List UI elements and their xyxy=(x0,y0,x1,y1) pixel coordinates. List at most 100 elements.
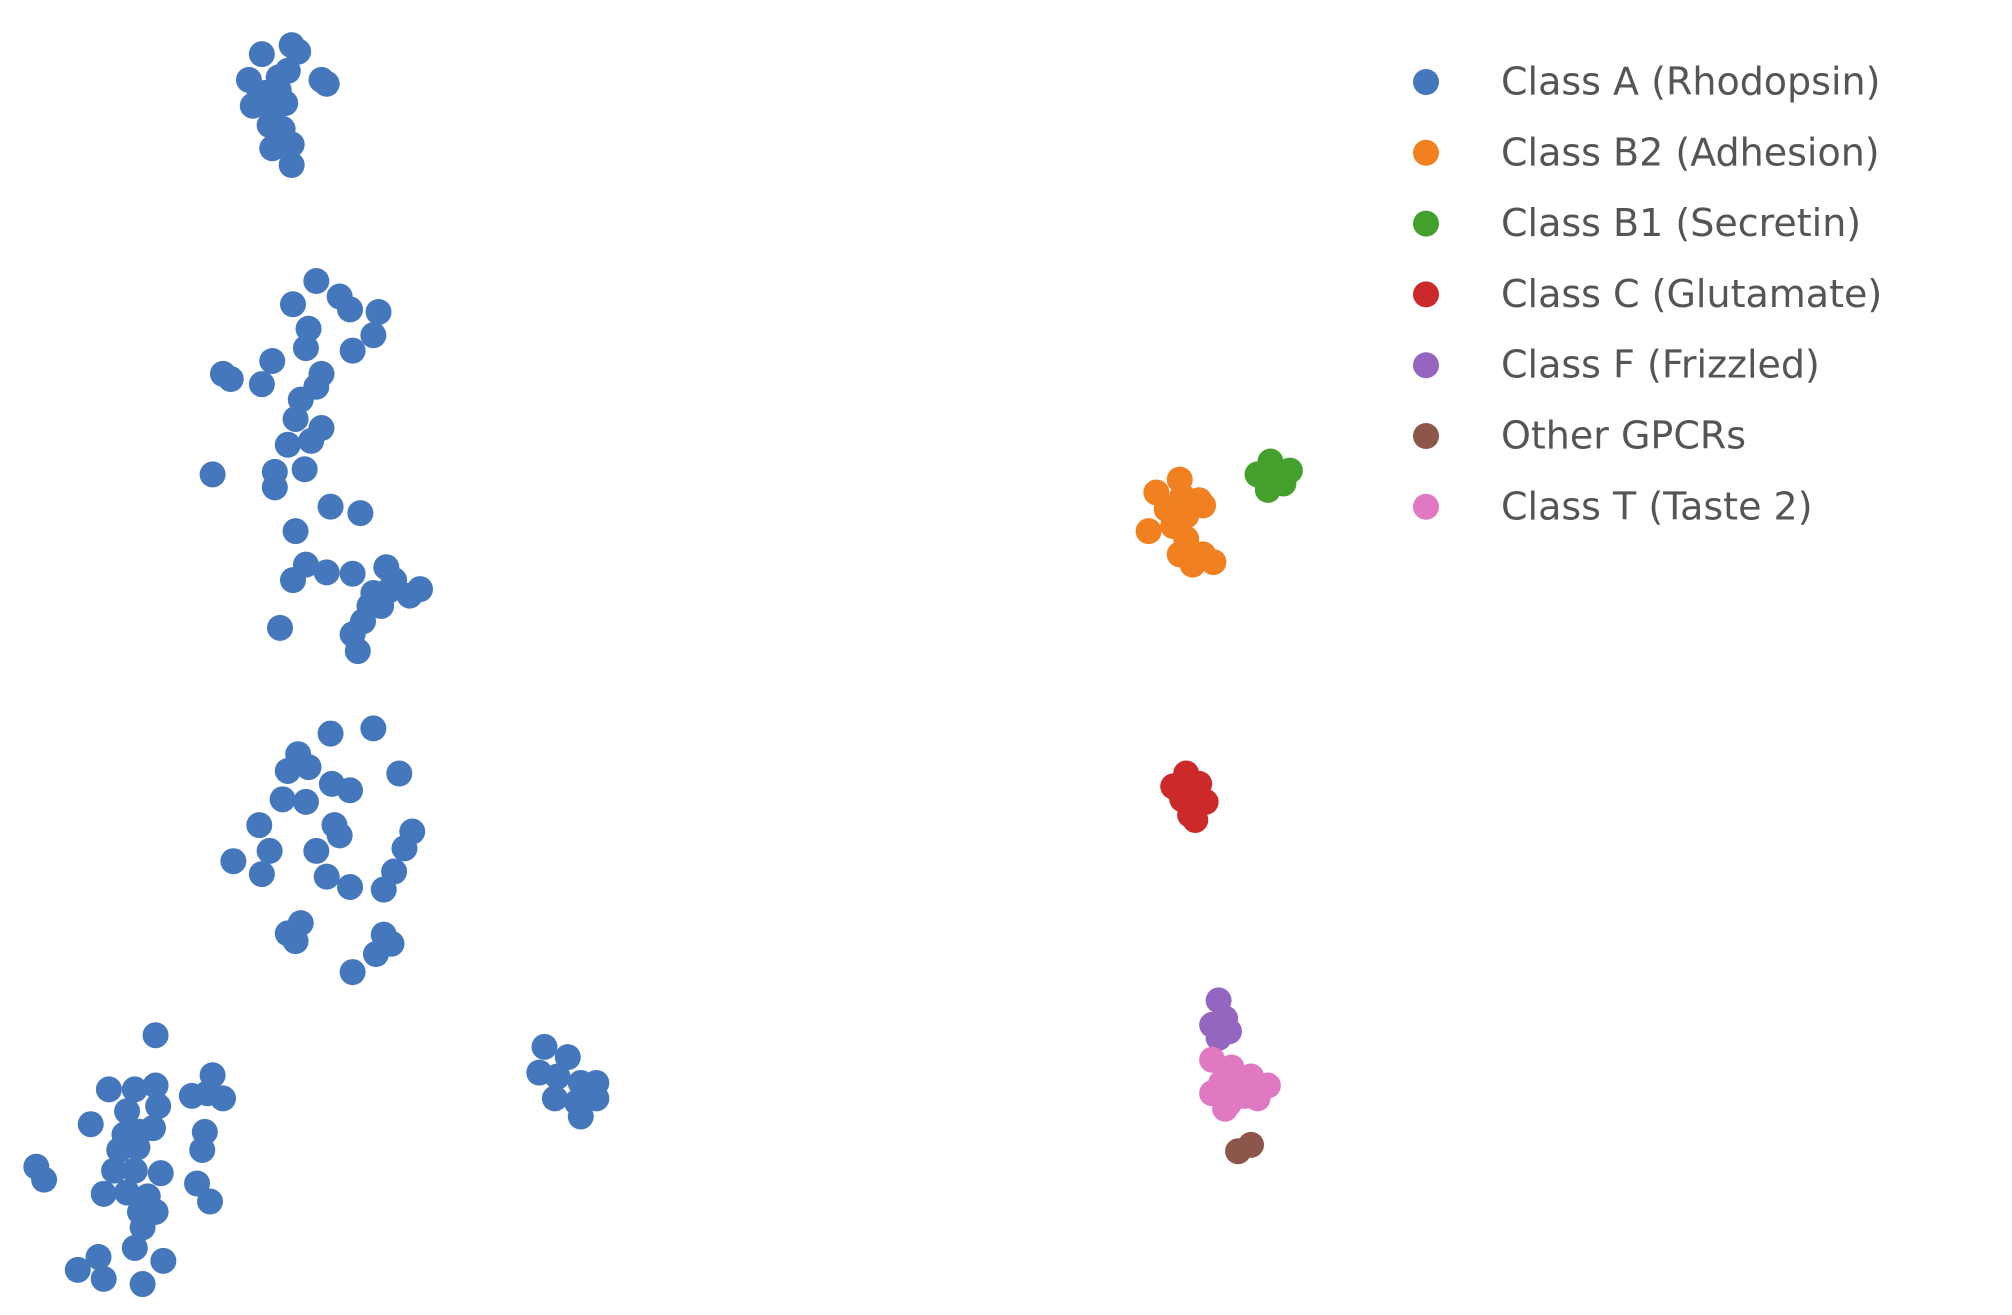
series-points xyxy=(1160,760,1219,833)
point xyxy=(339,959,366,986)
point xyxy=(217,366,244,393)
point xyxy=(199,461,226,488)
point xyxy=(292,335,319,362)
point xyxy=(64,1256,91,1283)
point xyxy=(1205,1024,1232,1051)
point xyxy=(554,1044,581,1071)
point xyxy=(189,1136,216,1163)
point xyxy=(356,592,383,619)
point xyxy=(295,754,322,781)
point xyxy=(129,1214,156,1241)
point xyxy=(317,720,344,747)
legend-label: Class B1 (Secretin) xyxy=(1501,201,1861,245)
series-points xyxy=(1199,987,1242,1051)
point xyxy=(381,567,408,594)
point xyxy=(279,567,306,594)
point xyxy=(347,500,374,527)
point xyxy=(220,848,247,875)
point xyxy=(295,315,322,342)
point xyxy=(1190,492,1217,519)
legend-marker xyxy=(1413,423,1439,449)
point xyxy=(370,876,397,903)
legend-label: Class C (Glutamate) xyxy=(1501,272,1882,316)
point xyxy=(129,1271,156,1298)
legend-label: Class F (Frizzled) xyxy=(1501,343,1820,387)
point xyxy=(1231,1082,1258,1109)
point xyxy=(303,837,330,864)
point xyxy=(259,135,286,162)
point xyxy=(391,835,418,862)
point xyxy=(278,131,305,158)
point xyxy=(184,1170,211,1197)
point xyxy=(265,77,292,104)
point xyxy=(269,786,296,813)
point xyxy=(77,1111,104,1138)
point xyxy=(267,614,294,641)
point xyxy=(274,757,301,784)
series-points xyxy=(1135,466,1227,578)
point xyxy=(282,518,309,545)
point xyxy=(278,152,305,179)
point xyxy=(292,788,319,815)
point xyxy=(259,347,286,374)
point xyxy=(298,427,325,454)
series-points xyxy=(23,32,610,1298)
point xyxy=(90,1265,117,1292)
point xyxy=(197,1188,224,1215)
point xyxy=(256,837,283,864)
point xyxy=(145,1093,172,1120)
legend-label: Class T (Taste 2) xyxy=(1501,484,1813,528)
point xyxy=(121,1157,148,1184)
point xyxy=(337,777,364,804)
point xyxy=(1182,806,1209,833)
point xyxy=(248,861,275,888)
point xyxy=(317,493,344,520)
legend-marker xyxy=(1413,69,1439,95)
point xyxy=(362,941,389,968)
point xyxy=(1212,1095,1239,1122)
point xyxy=(313,863,340,890)
point xyxy=(114,1179,141,1206)
point xyxy=(124,1134,151,1161)
point xyxy=(282,405,309,432)
point xyxy=(337,296,364,323)
point xyxy=(339,560,366,587)
point xyxy=(209,1085,236,1112)
series-points xyxy=(1225,1131,1265,1165)
point xyxy=(85,1243,112,1270)
point xyxy=(150,1247,177,1274)
point xyxy=(1179,551,1206,578)
point xyxy=(248,371,275,398)
legend-label: Class B2 (Adhesion) xyxy=(1501,130,1880,174)
legend-label: Class A (Rhodopsin) xyxy=(1501,60,1880,104)
point xyxy=(142,1072,169,1099)
point xyxy=(121,1234,148,1261)
point xyxy=(31,1166,58,1193)
point xyxy=(531,1033,558,1060)
point xyxy=(567,1103,594,1130)
point xyxy=(90,1180,117,1207)
point xyxy=(303,268,330,295)
legend-marker xyxy=(1413,139,1439,166)
point xyxy=(274,57,301,84)
point xyxy=(339,337,366,364)
legend-label: Other GPCRs xyxy=(1501,414,1746,458)
legend-marker xyxy=(1413,352,1439,379)
legend: Class A (Rhodopsin) Class B2 (Adhesion) Cl… xyxy=(1413,60,1882,528)
point xyxy=(337,873,364,900)
legend-marker xyxy=(1413,281,1439,308)
legend-marker xyxy=(1413,493,1439,520)
point xyxy=(1199,1046,1226,1073)
point xyxy=(142,1022,169,1049)
series-points xyxy=(1199,1046,1281,1122)
point xyxy=(147,1160,174,1187)
point xyxy=(246,812,273,839)
point xyxy=(291,456,318,483)
point xyxy=(114,1098,141,1125)
point xyxy=(95,1076,122,1103)
point xyxy=(1164,776,1191,802)
legend-marker xyxy=(1413,210,1439,237)
point xyxy=(360,322,387,349)
